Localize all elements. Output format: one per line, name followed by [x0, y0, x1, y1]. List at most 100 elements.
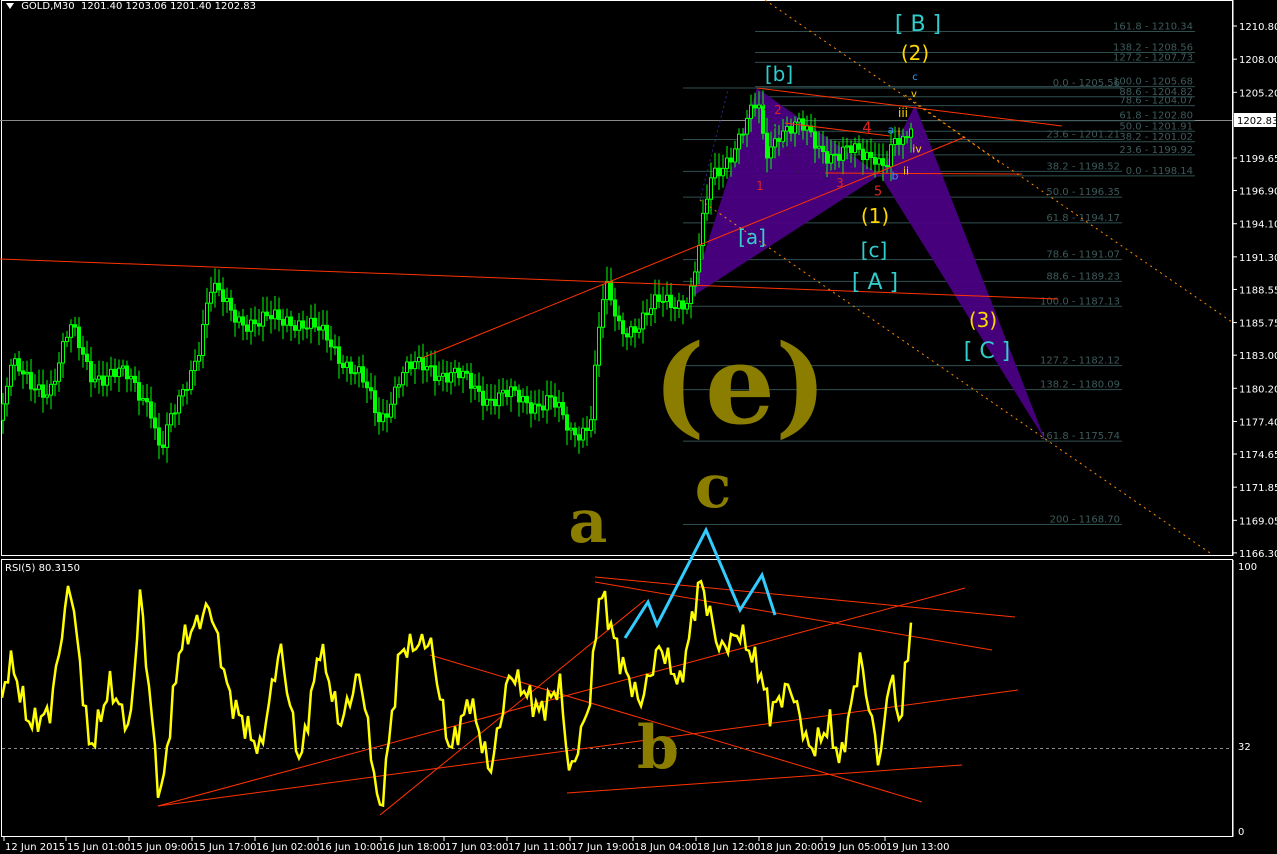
collapse-triangle-icon[interactable]	[6, 3, 14, 9]
fib-level-label: 127.2 - 1182.12	[1040, 356, 1120, 367]
candle-body	[397, 384, 401, 388]
current-price-label: 1202.83	[1237, 116, 1277, 127]
wave-label[interactable]: (2)	[900, 41, 930, 65]
candle-body	[585, 427, 589, 431]
rsi-trendline[interactable]	[566, 764, 963, 794]
fib-level-label: 161.8 - 1175.74	[1040, 431, 1120, 442]
candle-body	[317, 326, 321, 331]
trendline[interactable]	[421, 136, 966, 359]
wave-label[interactable]: ii	[902, 164, 910, 178]
candle-body	[117, 367, 121, 378]
trendline[interactable]	[0, 258, 1058, 300]
rsi-trendline[interactable]	[379, 599, 646, 816]
candle-body	[893, 138, 897, 146]
candle-body	[673, 306, 677, 309]
harmonic-pattern-xab[interactable]	[690, 88, 880, 298]
dotted-lines[interactable]	[699, 0, 1233, 554]
rsi-tick-label: 32	[1238, 742, 1251, 753]
fib-level-label: 78.6 - 1204.07	[1119, 96, 1193, 107]
candle-body	[305, 327, 309, 330]
candle-body	[741, 133, 745, 136]
candle-body	[721, 167, 725, 177]
candle-body	[593, 364, 597, 421]
candle-body	[769, 146, 773, 159]
wave-label[interactable]: (1)	[860, 204, 890, 228]
wave-label[interactable]: [b]	[764, 62, 794, 86]
wave-label[interactable]: b	[891, 169, 899, 183]
rsi-trendline[interactable]	[157, 689, 1019, 807]
candle-body	[225, 297, 229, 302]
candle-body	[137, 382, 141, 401]
rsi-panel-frame	[1, 559, 1233, 837]
candle-body	[45, 394, 49, 398]
wave-label[interactable]: iv	[912, 142, 922, 156]
rsi-trendline[interactable]	[594, 576, 1016, 618]
candle-body	[773, 138, 777, 148]
wave-label[interactable]: v	[911, 89, 917, 100]
wave-label[interactable]: 1	[756, 179, 764, 193]
trendline[interactable]	[756, 87, 1063, 127]
candle-body	[41, 384, 45, 398]
candle-body	[749, 104, 753, 119]
rsi-line	[0, 579, 913, 808]
rsi-trendline[interactable]	[594, 581, 993, 651]
wave-label[interactable]: 4	[862, 118, 872, 137]
price-tick-label: 1185.75	[1239, 319, 1277, 330]
wave-label[interactable]: 5	[873, 184, 883, 200]
arrow-path[interactable]	[623, 526, 777, 639]
candle-body	[845, 145, 849, 148]
wave-label[interactable]: [ A ]	[851, 270, 899, 295]
trendline[interactable]	[824, 172, 1023, 175]
candle-body	[113, 368, 117, 378]
candle-body	[629, 326, 633, 338]
dotted-channel-line[interactable]	[699, 199, 1211, 554]
wave-label[interactable]: c	[912, 72, 918, 83]
time-tick-label: 17 Jun 03:00	[445, 842, 509, 853]
wave-label[interactable]: (3)	[968, 308, 998, 332]
dotted-channel-line[interactable]	[764, 0, 1233, 323]
candle-body	[817, 145, 821, 149]
wave-label[interactable]: 2	[774, 103, 782, 117]
candle-body	[837, 153, 841, 161]
wave-label[interactable]: 3	[836, 176, 844, 190]
candle-body	[429, 365, 433, 368]
candle-body	[757, 104, 761, 109]
wave-label[interactable]: [a]	[738, 225, 766, 249]
candle-body	[853, 143, 857, 154]
dotted-channel-line[interactable]	[904, 94, 1001, 164]
candle-body	[313, 317, 317, 328]
candle-body	[793, 121, 797, 134]
wave-label[interactable]: [c]	[860, 238, 888, 262]
candle-body	[869, 151, 873, 159]
candle-body	[413, 361, 417, 370]
candle-body	[789, 126, 793, 134]
candle-body	[309, 317, 313, 329]
trendline[interactable]	[784, 122, 891, 137]
candle-body	[437, 375, 441, 382]
wave-label[interactable]: iii	[897, 106, 909, 120]
wave-label[interactable]: a	[887, 123, 895, 137]
candle-body	[533, 403, 537, 414]
harmonic-pattern-bcd[interactable]	[880, 105, 1045, 440]
candle-body	[873, 157, 877, 165]
candle-body	[625, 333, 629, 338]
fib-level-label: 78.6 - 1191.07	[1046, 250, 1120, 261]
fib-level-label: 100.0 - 1187.13	[1040, 296, 1120, 307]
wave-label[interactable]: i	[897, 125, 901, 139]
wave-label[interactable]: [ B ]	[894, 12, 942, 37]
candle-body	[369, 387, 373, 392]
wave-label[interactable]: [ C ]	[963, 339, 1011, 364]
candle-body	[205, 302, 209, 325]
trendlines[interactable]	[0, 87, 1063, 359]
handwritten-annotation: b	[637, 713, 679, 783]
candle-body	[565, 414, 569, 431]
candle-body	[737, 133, 741, 150]
candle-body	[393, 386, 397, 405]
candle-body	[777, 138, 781, 142]
candle-body	[105, 375, 109, 386]
time-tick-label: 19 Jun 05:00	[823, 842, 887, 853]
candle-body	[717, 167, 721, 177]
rsi-tick-label: 100	[1238, 562, 1257, 573]
rsi-header: RSI(5) 80.3150	[5, 563, 80, 574]
